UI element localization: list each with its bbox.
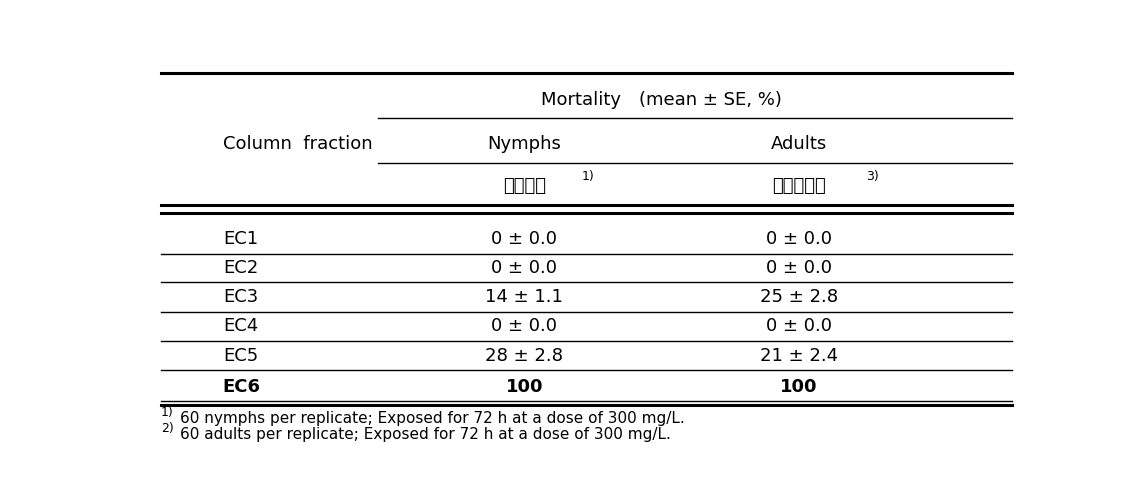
Text: Nymphs: Nymphs: [487, 135, 562, 153]
Text: EC2: EC2: [223, 259, 259, 277]
Text: Column  fraction: Column fraction: [223, 135, 373, 153]
Text: 14 ± 1.1: 14 ± 1.1: [485, 288, 563, 306]
Text: 1): 1): [582, 170, 595, 183]
Text: 28 ± 2.8: 28 ± 2.8: [485, 347, 563, 365]
Text: 21 ± 2.4: 21 ± 2.4: [760, 347, 839, 365]
Text: EC3: EC3: [223, 288, 259, 306]
Text: 0 ± 0.0: 0 ± 0.0: [766, 230, 832, 248]
Text: 엽침지법: 엽침지법: [502, 177, 546, 195]
Text: 60 nymphs per replicate; Exposed for 72 h at a dose of 300 mg/L.: 60 nymphs per replicate; Exposed for 72 …: [181, 411, 685, 426]
Text: 25 ± 2.8: 25 ± 2.8: [760, 288, 839, 306]
Text: 2): 2): [160, 422, 174, 434]
Text: Adults: Adults: [771, 135, 827, 153]
Text: 1): 1): [160, 406, 174, 419]
Text: 0 ± 0.0: 0 ± 0.0: [491, 230, 557, 248]
Text: EC4: EC4: [223, 317, 259, 335]
Text: EC1: EC1: [223, 230, 257, 248]
Text: EC6: EC6: [223, 378, 261, 396]
Text: EC5: EC5: [223, 347, 259, 365]
Text: 100: 100: [506, 378, 543, 396]
Text: 60 adults per replicate; Exposed for 72 h at a dose of 300 mg/L.: 60 adults per replicate; Exposed for 72 …: [181, 427, 672, 442]
Text: 0 ± 0.0: 0 ± 0.0: [491, 317, 557, 335]
Text: 0 ± 0.0: 0 ± 0.0: [766, 259, 832, 277]
Text: Mortality (mean ± SE, %): Mortality (mean ± SE, %): [541, 91, 782, 109]
Text: 0 ± 0.0: 0 ± 0.0: [766, 317, 832, 335]
Text: 0 ± 0.0: 0 ± 0.0: [491, 259, 557, 277]
Text: 3): 3): [866, 170, 879, 183]
Text: 100: 100: [780, 378, 818, 396]
Text: 직접분무법: 직접분무법: [772, 177, 826, 195]
